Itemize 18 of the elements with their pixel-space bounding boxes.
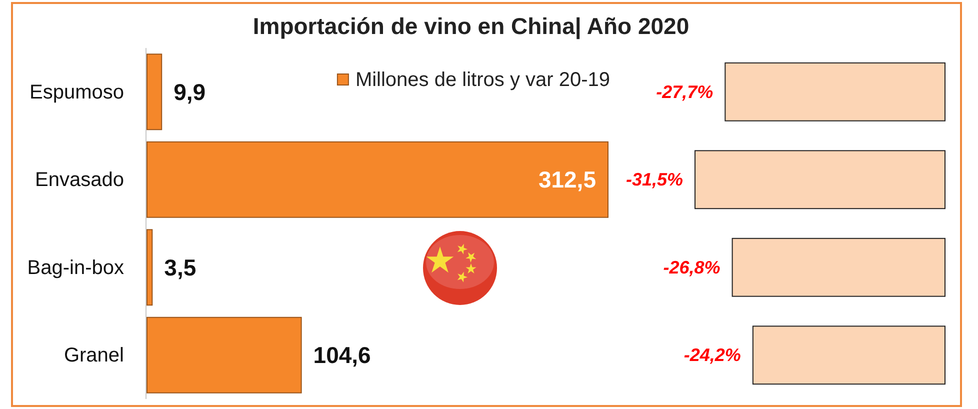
chart-title: Importación de vino en China| Año 2020 [252, 13, 690, 40]
data-label: -24,2% [684, 345, 741, 366]
y-tick-label: Granel [64, 344, 124, 367]
bar [146, 229, 153, 306]
y-tick-label: Espumoso [30, 81, 124, 104]
data-label: -31,5% [626, 170, 683, 190]
data-label: 104,6 [313, 342, 371, 368]
data-label: 9,9 [174, 78, 206, 105]
bar [146, 316, 302, 394]
data-label: 312,5 [538, 166, 596, 193]
bar [146, 54, 162, 130]
y-tick-label: Bag-in-box [27, 256, 124, 279]
y-tick-label: Envasado [35, 169, 124, 192]
data-label: -26,8% [663, 257, 720, 278]
bar [146, 141, 608, 218]
data-label: 3,5 [164, 254, 196, 280]
legend-label: Millones de litros y var 20-19 [355, 69, 610, 91]
data-label: -27,7% [656, 82, 714, 102]
